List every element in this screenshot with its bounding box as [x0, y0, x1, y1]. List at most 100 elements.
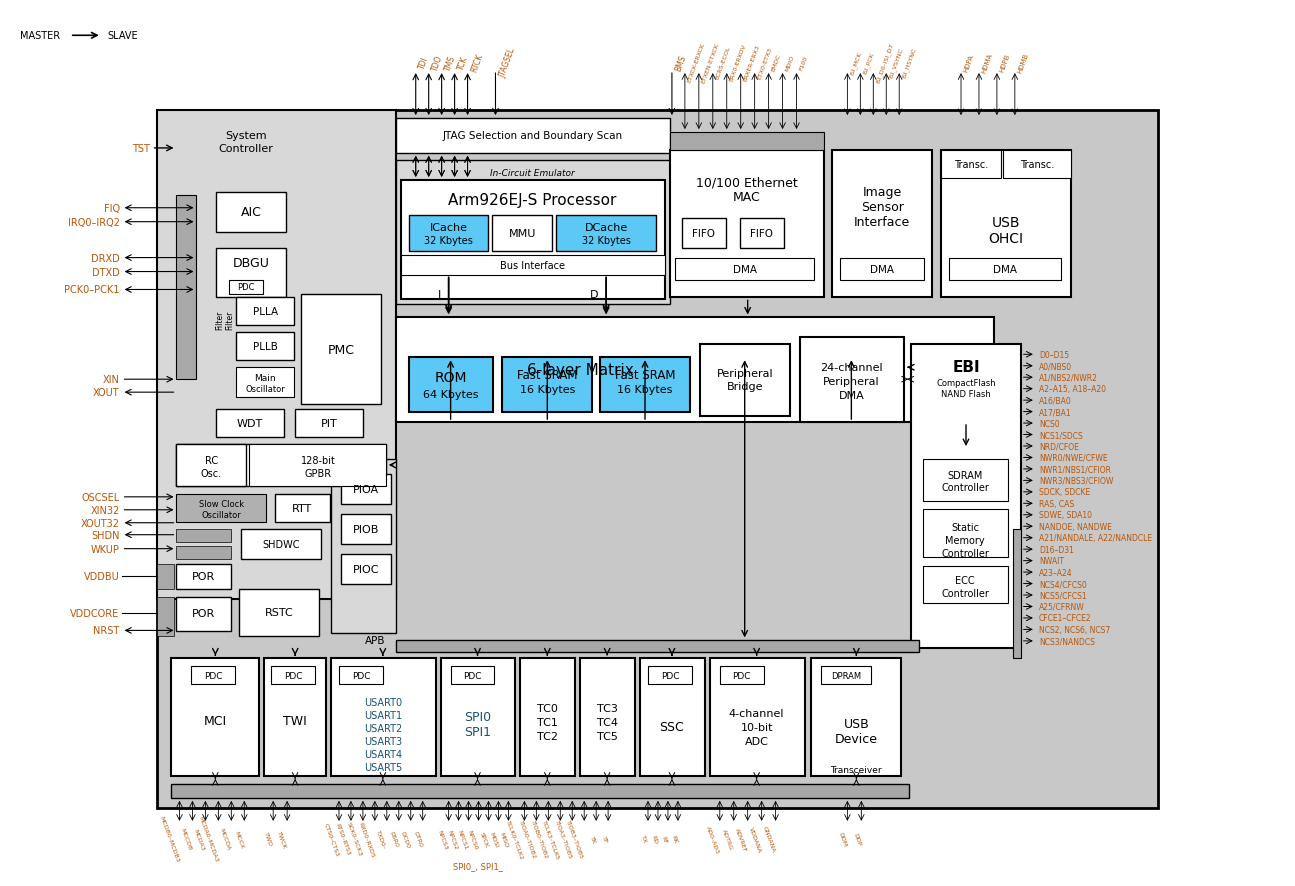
Bar: [812, 658, 901, 776]
Text: NCS0: NCS0: [1039, 419, 1059, 428]
Text: XIN: XIN: [102, 375, 119, 385]
Text: ERX0-ERXOV: ERX0-ERXOV: [729, 43, 747, 82]
Text: TIOA3–TIOB5: TIOA3–TIOB5: [553, 819, 572, 859]
Text: TC4: TC4: [597, 718, 618, 727]
Text: RTCK: RTCK: [470, 52, 484, 74]
Text: Transc.: Transc.: [954, 159, 988, 170]
Text: XOUT: XOUT: [93, 388, 119, 398]
Text: ETX0-ETX3: ETX0-ETX3: [756, 46, 773, 80]
Text: TCLK0–TCLK2: TCLK0–TCLK2: [505, 819, 524, 859]
Text: SLAVE: SLAVE: [107, 31, 139, 42]
Text: USART0: USART0: [364, 697, 401, 707]
Text: DCD0: DCD0: [400, 829, 411, 848]
Text: D0–D15: D0–D15: [1039, 350, 1068, 360]
Text: USART1: USART1: [364, 711, 401, 720]
Text: ISI_MCK: ISI_MCK: [850, 51, 864, 75]
Text: VDDBU: VDDBU: [84, 571, 119, 581]
Bar: [176, 529, 232, 542]
Text: AIC: AIC: [241, 206, 262, 219]
Bar: [640, 658, 704, 776]
Text: SSC: SSC: [659, 719, 684, 733]
Text: NCS3/NANDCS: NCS3/NANDCS: [1039, 637, 1094, 646]
Bar: [216, 248, 286, 298]
Text: RAS, CAS: RAS, CAS: [1039, 499, 1074, 509]
Bar: [670, 133, 825, 151]
Bar: [949, 259, 1061, 280]
Text: SDCK, SDCKE: SDCK, SDCKE: [1039, 488, 1090, 497]
Text: DTR0: DTR0: [412, 830, 422, 848]
Text: DRXD: DRXD: [91, 253, 119, 263]
Text: RK: RK: [671, 834, 677, 843]
Text: WKUP: WKUP: [91, 544, 119, 554]
Bar: [821, 666, 872, 685]
Text: GPBR: GPBR: [304, 469, 332, 478]
Text: PDC: PDC: [237, 283, 255, 291]
Text: DMA: DMA: [870, 264, 895, 275]
Text: USB: USB: [992, 215, 1020, 229]
Text: Osc.: Osc.: [201, 469, 221, 478]
Text: Controller: Controller: [941, 548, 989, 558]
Bar: [176, 196, 197, 380]
Bar: [157, 597, 175, 637]
Bar: [833, 151, 932, 298]
Text: POR: POR: [192, 609, 215, 618]
Text: RSTC: RSTC: [264, 608, 294, 618]
Bar: [710, 658, 804, 776]
Text: TC0: TC0: [537, 703, 558, 713]
Text: TST: TST: [132, 144, 149, 154]
Text: Arm926EJ-S Processor: Arm926EJ-S Processor: [448, 193, 616, 208]
Text: USART5: USART5: [364, 762, 401, 772]
Text: NWR1/NBS1/CFIOR: NWR1/NBS1/CFIOR: [1039, 465, 1111, 474]
Text: Fast SRAM: Fast SRAM: [615, 369, 675, 381]
Text: ADTRG: ADTRG: [721, 828, 734, 850]
Text: MCI: MCI: [203, 714, 227, 727]
Text: NAND Flash: NAND Flash: [941, 389, 991, 398]
Text: MMU: MMU: [509, 229, 536, 238]
Bar: [1013, 529, 1020, 658]
Text: DDM: DDM: [838, 831, 847, 847]
Text: PCK0–PCK1: PCK0–PCK1: [65, 285, 119, 295]
Text: VDDCORE: VDDCORE: [70, 609, 119, 618]
Text: TK: TK: [589, 835, 596, 843]
Bar: [400, 181, 664, 300]
Text: FIFO: FIFO: [750, 229, 773, 238]
Bar: [176, 445, 246, 486]
Bar: [332, 658, 435, 776]
Text: D: D: [589, 290, 598, 300]
Text: PLLB: PLLB: [253, 342, 277, 352]
Bar: [440, 658, 515, 776]
Text: BMS: BMS: [673, 54, 688, 73]
Bar: [341, 474, 391, 504]
Bar: [400, 255, 664, 276]
Text: MCDB0–MCDB3: MCDB0–MCDB3: [158, 815, 180, 863]
Text: SDWE, SDA10: SDWE, SDA10: [1039, 510, 1092, 520]
Bar: [675, 259, 815, 280]
Text: DDP: DDP: [852, 832, 861, 846]
Text: System: System: [225, 131, 267, 141]
Bar: [521, 658, 575, 776]
Text: ERXER-ERX3: ERXER-ERX3: [743, 44, 760, 82]
Text: ADC: ADC: [745, 736, 769, 746]
Text: PIOA: PIOA: [352, 485, 379, 494]
Text: 32 Kbytes: 32 Kbytes: [581, 236, 631, 245]
Text: PIOC: PIOC: [352, 564, 379, 574]
Text: OHCI: OHCI: [988, 231, 1023, 245]
Bar: [302, 295, 381, 405]
Text: NCS4/CFCS0: NCS4/CFCS0: [1039, 579, 1087, 588]
Text: Fast SRAM: Fast SRAM: [517, 369, 578, 381]
Text: F100: F100: [799, 55, 808, 71]
Text: TC3: TC3: [597, 703, 618, 713]
Text: TC1: TC1: [537, 718, 558, 727]
Text: MCCDA: MCCDA: [219, 828, 232, 851]
Text: DCache: DCache: [584, 222, 628, 232]
Text: Interface: Interface: [855, 216, 910, 229]
Text: Filter: Filter: [225, 310, 234, 330]
Bar: [923, 566, 1008, 604]
Bar: [492, 215, 552, 252]
Text: USART3: USART3: [364, 736, 401, 746]
Text: EBI: EBI: [952, 360, 980, 374]
Text: TC5: TC5: [597, 731, 618, 742]
Bar: [396, 119, 670, 154]
Bar: [176, 597, 232, 632]
Text: ECRS-ECOL: ECRS-ECOL: [715, 46, 732, 81]
